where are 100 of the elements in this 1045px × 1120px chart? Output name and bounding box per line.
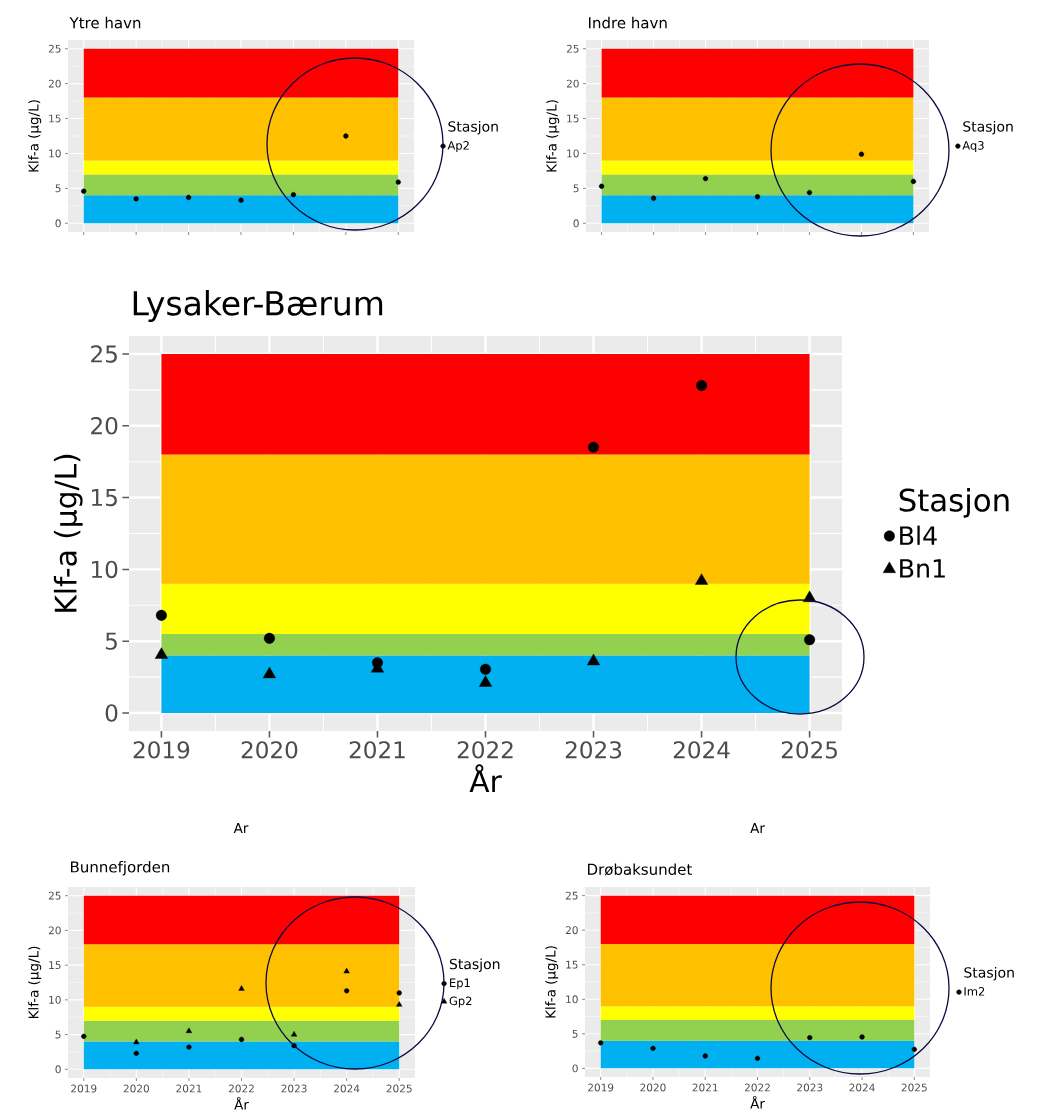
y-tick-label: 10 <box>49 149 61 158</box>
x-tick-label: 2020 <box>640 1083 666 1092</box>
point <box>396 1001 403 1007</box>
legend-title: Stasjon <box>964 966 1014 981</box>
y-tick-label: 20 <box>566 79 579 88</box>
legend-label: Gp2 <box>449 996 472 1008</box>
x-tick-label: 2025 <box>386 1084 412 1093</box>
y-tick-label: 10 <box>567 149 579 158</box>
y-tick-label: 0 <box>572 1064 578 1073</box>
legend-label: Bn1 <box>900 559 945 578</box>
x-axis-title: Ar <box>233 823 249 833</box>
point <box>858 151 865 157</box>
point <box>185 1027 192 1033</box>
y-tick-label: 15 <box>566 960 578 969</box>
point <box>598 1040 604 1046</box>
y-tick-label: 15 <box>49 961 61 970</box>
y-axis-title: Klf-a (µg/L) <box>545 946 559 1018</box>
y-tick-label: 5 <box>573 184 579 193</box>
chart-title: Lysaker-Bærum <box>133 290 383 323</box>
point <box>238 985 245 991</box>
y-tick-label: 15 <box>92 489 117 507</box>
y-tick-label: 15 <box>49 114 61 123</box>
point <box>238 1036 245 1043</box>
point <box>133 1038 140 1045</box>
x-axis-title: Ar <box>750 823 765 833</box>
x-tick-label: 2024 <box>334 1084 360 1093</box>
chart-title: Indre havn <box>589 16 667 29</box>
legend-title: Stasjon <box>899 487 1009 518</box>
y-tick-label: 20 <box>91 417 118 435</box>
legend-label: Ep1 <box>450 978 470 990</box>
point <box>702 1053 708 1059</box>
y-tick-label: 0 <box>573 219 579 228</box>
legend-title: Stasjon <box>448 120 498 135</box>
point <box>291 1031 298 1037</box>
point <box>588 441 600 453</box>
y-tick-label: 25 <box>91 345 117 363</box>
y-tick-label: 15 <box>567 114 579 123</box>
point <box>479 675 492 687</box>
point <box>263 632 275 644</box>
y-tick-label: 5 <box>55 184 61 193</box>
legend-label: Bl4 <box>900 525 937 545</box>
point <box>650 195 657 201</box>
x-tick-label: 2024 <box>849 1083 875 1092</box>
x-tick-label: 2022 <box>228 1084 254 1093</box>
point <box>343 133 349 139</box>
y-tick-label: 5 <box>55 1030 61 1039</box>
point <box>650 1045 656 1051</box>
point <box>696 380 708 392</box>
point <box>480 663 491 675</box>
point <box>262 666 276 679</box>
x-tick-label: 2025 <box>901 1083 927 1092</box>
x-tick-label: 2023 <box>565 741 622 759</box>
x-tick-label: 2020 <box>123 1084 149 1093</box>
legend-title: Stasjon <box>963 120 1013 135</box>
point <box>133 196 139 202</box>
y-axis-title: Klf-a (µg/L) <box>28 100 42 172</box>
x-tick-label: 2025 <box>781 741 837 759</box>
point <box>754 1055 761 1061</box>
point <box>806 189 813 196</box>
point <box>290 192 297 198</box>
y-tick-label: 0 <box>55 1065 61 1074</box>
x-tick-label: 2022 <box>744 1083 770 1092</box>
point <box>133 1050 139 1056</box>
y-tick-label: 25 <box>565 891 578 900</box>
point <box>155 609 167 621</box>
x-tick-label: 2019 <box>588 1083 614 1092</box>
point <box>804 634 816 646</box>
y-tick-label: 10 <box>92 560 118 579</box>
x-tick-label: 2021 <box>349 741 405 759</box>
chart-title: Drøbaksundet <box>588 863 692 876</box>
point <box>344 988 350 994</box>
x-tick-label: 2021 <box>692 1083 718 1092</box>
point <box>910 178 916 184</box>
y-tick-label: 10 <box>49 995 61 1004</box>
point <box>598 183 605 189</box>
y-tick-label: 20 <box>48 79 61 88</box>
point <box>395 179 401 185</box>
point <box>587 653 601 666</box>
legend-title: Stasjon <box>449 958 500 973</box>
x-axis-title: År <box>469 764 502 792</box>
y-tick-label: 20 <box>48 926 61 935</box>
y-tick-label: 20 <box>565 926 578 935</box>
y-tick-label: 25 <box>48 44 61 53</box>
y-tick-label: 25 <box>566 44 579 53</box>
point <box>154 647 168 659</box>
legend-label: Ap2 <box>447 141 469 152</box>
y-tick-label: 0 <box>105 704 118 722</box>
x-tick-label: 2023 <box>797 1083 823 1092</box>
legend-label: Aq3 <box>962 141 984 152</box>
x-tick-label: 2021 <box>176 1084 202 1093</box>
x-axis-title: År <box>750 1096 765 1109</box>
point <box>807 1035 813 1041</box>
point <box>186 1044 192 1050</box>
chart-title: Bunnefjorden <box>71 860 170 876</box>
y-tick-label: 5 <box>105 632 117 650</box>
point <box>859 1034 865 1040</box>
point <box>343 967 350 974</box>
point <box>911 1046 917 1052</box>
legend-label: Im2 <box>964 987 985 996</box>
x-tick-label: 2023 <box>281 1084 307 1093</box>
